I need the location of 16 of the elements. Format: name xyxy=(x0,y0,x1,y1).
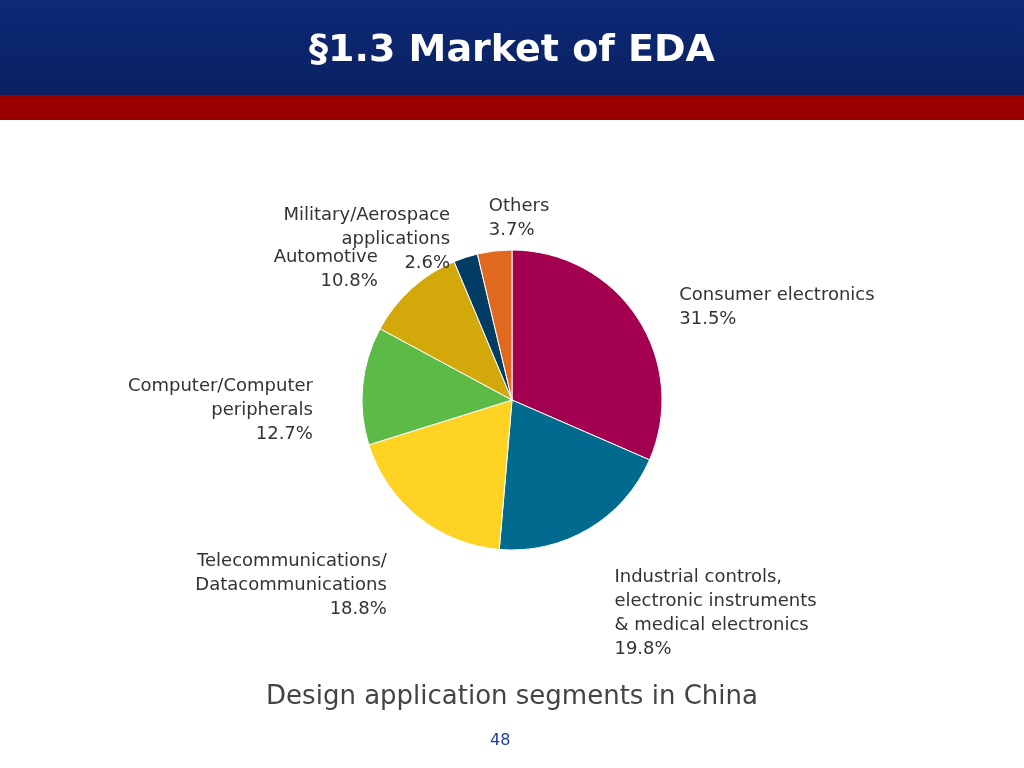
text: 48 xyxy=(490,730,511,749)
data-label: 19.8% xyxy=(614,636,672,658)
data-label: 31.5% xyxy=(679,307,737,329)
data-label: 3.7% xyxy=(488,218,535,240)
data-label: 18.8% xyxy=(329,597,387,618)
slice-label: Computer/Computer peripherals xyxy=(127,373,314,419)
chart-title: §1.3 Market of EDA xyxy=(309,25,715,70)
slice-label: Military/Aerospace applications xyxy=(283,202,451,248)
data-label: 2.6% xyxy=(404,250,451,272)
slice-label: Others xyxy=(488,194,550,216)
slice-label: Consumer electronics xyxy=(679,283,875,305)
slice-label: Telecommunications/ Datacommunications xyxy=(195,549,388,594)
text: Design application segments in China xyxy=(265,680,759,710)
slice-label: Industrial controls, electronic instruments & medical electronics xyxy=(614,564,817,634)
data-label: 10.8% xyxy=(320,268,378,290)
data-label: 12.7% xyxy=(255,421,313,443)
